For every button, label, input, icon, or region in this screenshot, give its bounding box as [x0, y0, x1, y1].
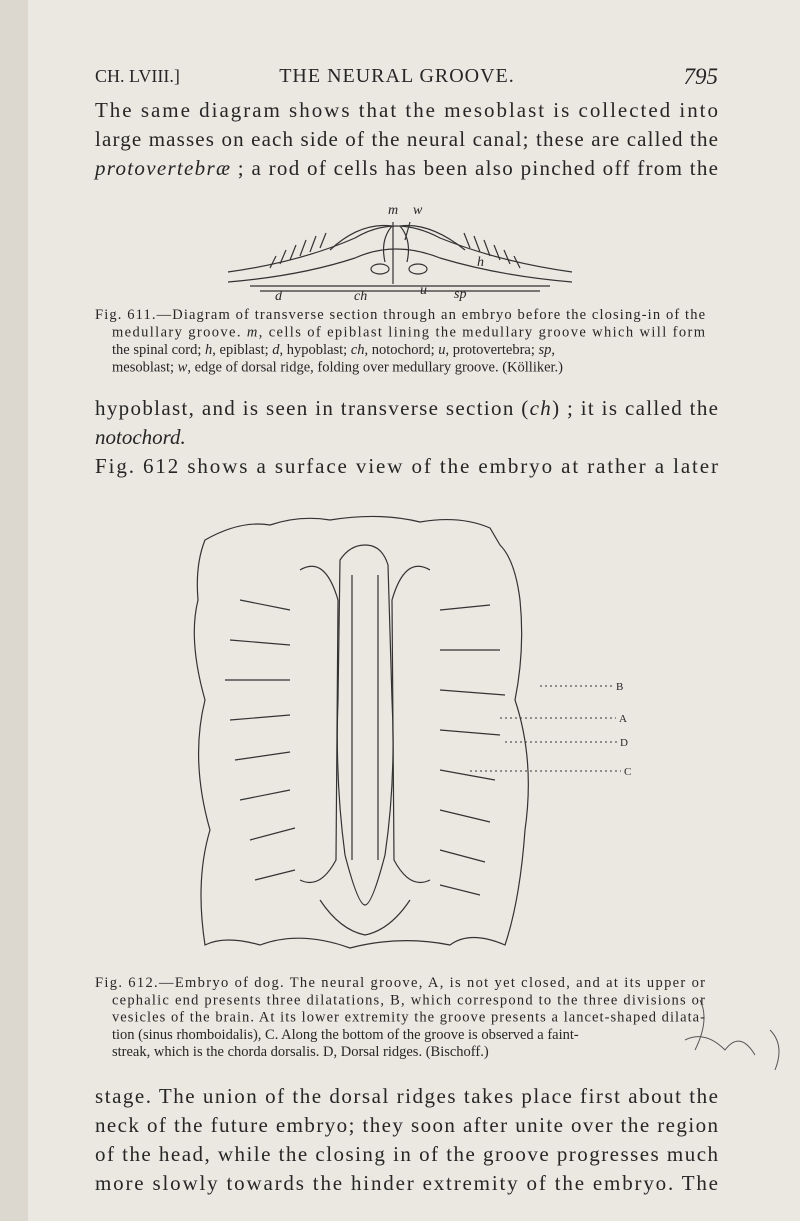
- text-run: streak, which is the chorda dorsalis. D,…: [112, 1044, 489, 1060]
- text-run: , notochord;: [365, 342, 439, 358]
- caption-line: cephalic end presents three dilatations,…: [112, 992, 705, 1008]
- figure-label: sp: [454, 287, 466, 302]
- text-run: ,: [551, 342, 555, 358]
- figure-label: C: [624, 766, 631, 778]
- caption-line: the spinal cord; h, epiblast; d, hypobla…: [112, 342, 555, 358]
- text-run: more slowly towards the hinder extremity…: [95, 1171, 718, 1195]
- body-line: neck of the future embryo; they soon aft…: [95, 1113, 719, 1137]
- text-run: of the head, while the closing in of the…: [95, 1142, 719, 1166]
- figure-612-drawing: [193, 515, 529, 949]
- figure-label: D: [620, 737, 628, 749]
- figure-611-drawing: [227, 221, 573, 292]
- body-line: protovertebræ ; a rod of cells has been …: [93, 156, 718, 180]
- figure-label: A: [619, 713, 627, 725]
- text-run: m: [247, 325, 257, 341]
- text-run: mesoblast;: [112, 360, 178, 376]
- text-run: notochord.: [95, 425, 186, 449]
- running-head-chapter: CH. LVIII.]: [95, 66, 180, 86]
- text-run: Fig. 611.—Diagram of transverse section …: [95, 307, 705, 323]
- caption-line: Fig. 611.—Diagram of transverse section …: [95, 307, 705, 323]
- figure-label: d: [275, 289, 283, 304]
- caption-line: streak, which is the chorda dorsalis. D,…: [112, 1044, 489, 1060]
- margin-scribble: [684, 999, 780, 1071]
- text-run: ch: [351, 342, 365, 358]
- text-run: the spinal cord;: [112, 342, 205, 358]
- body-line: more slowly towards the hinder extremity…: [95, 1171, 718, 1195]
- body-line: Fig. 612 shows a surface view of the emb…: [95, 454, 718, 478]
- text-run: Fig. 612.—Embryo of dog. The neural groo…: [95, 975, 705, 991]
- figure-label: h: [477, 255, 484, 270]
- text-run: stage. The union of the dorsal ridges ta…: [95, 1084, 718, 1108]
- text-run: large masses on each side of the neural …: [95, 127, 718, 151]
- text-run: w: [178, 360, 188, 376]
- text-run: sp: [539, 342, 552, 358]
- text-run: d: [272, 342, 280, 358]
- body-line: large masses on each side of the neural …: [95, 127, 718, 151]
- text-run: medullary groove.: [112, 325, 245, 341]
- text-run: neck of the future embryo; they soon aft…: [95, 1113, 719, 1137]
- body-line: notochord.: [95, 425, 186, 449]
- page-gutter: [0, 0, 28, 1221]
- text-run: hypoblast, and is seen in transverse sec…: [95, 396, 528, 420]
- caption-line: medullary groove. m, cells of epiblast l…: [112, 325, 706, 341]
- figure-label: w: [413, 203, 423, 218]
- text-run: The same diagram shows that the mesoblas…: [95, 98, 718, 122]
- running-head-title: THE NEURAL GROOVE.: [279, 65, 515, 87]
- text-run: , protovertebra;: [445, 342, 538, 358]
- text-run: u: [438, 342, 445, 358]
- figure-label: ch: [354, 289, 367, 304]
- text-run: protovertebræ: [93, 156, 230, 180]
- figure-label: B: [616, 681, 623, 693]
- text-run: , cells of epiblast lining the medullary…: [259, 325, 706, 341]
- caption-line: Fig. 612.—Embryo of dog. The neural groo…: [95, 975, 705, 991]
- caption-line: tion (sinus rhomboidalis), C. Along the …: [112, 1027, 579, 1043]
- figure-label: u: [420, 283, 427, 298]
- text-run: , hypoblast;: [280, 342, 351, 358]
- text-run: , edge of dorsal ridge, folding over med…: [187, 360, 563, 376]
- body-line: stage. The union of the dorsal ridges ta…: [95, 1084, 718, 1108]
- text-run: ; a rod of cells has been also pinched o…: [231, 156, 718, 180]
- text-run: ch: [530, 396, 551, 420]
- caption-line: mesoblast; w, edge of dorsal ridge, fold…: [112, 360, 563, 376]
- text-run: Fig. 612 shows a surface view of the emb…: [95, 454, 718, 478]
- text-run: ) ; it is called the: [552, 396, 718, 420]
- page-number: 795: [684, 64, 719, 89]
- text-run: cephalic end presents three dilatations,…: [112, 992, 705, 1008]
- text-run: tion (sinus rhomboidalis), C. Along the …: [112, 1027, 579, 1043]
- body-line: of the head, while the closing in of the…: [95, 1142, 719, 1166]
- text-run: h: [205, 342, 212, 358]
- text-run: , epiblast;: [212, 342, 272, 358]
- figure-label: m: [388, 203, 398, 218]
- body-line: hypoblast, and is seen in transverse sec…: [95, 396, 718, 420]
- body-line: The same diagram shows that the mesoblas…: [95, 98, 718, 122]
